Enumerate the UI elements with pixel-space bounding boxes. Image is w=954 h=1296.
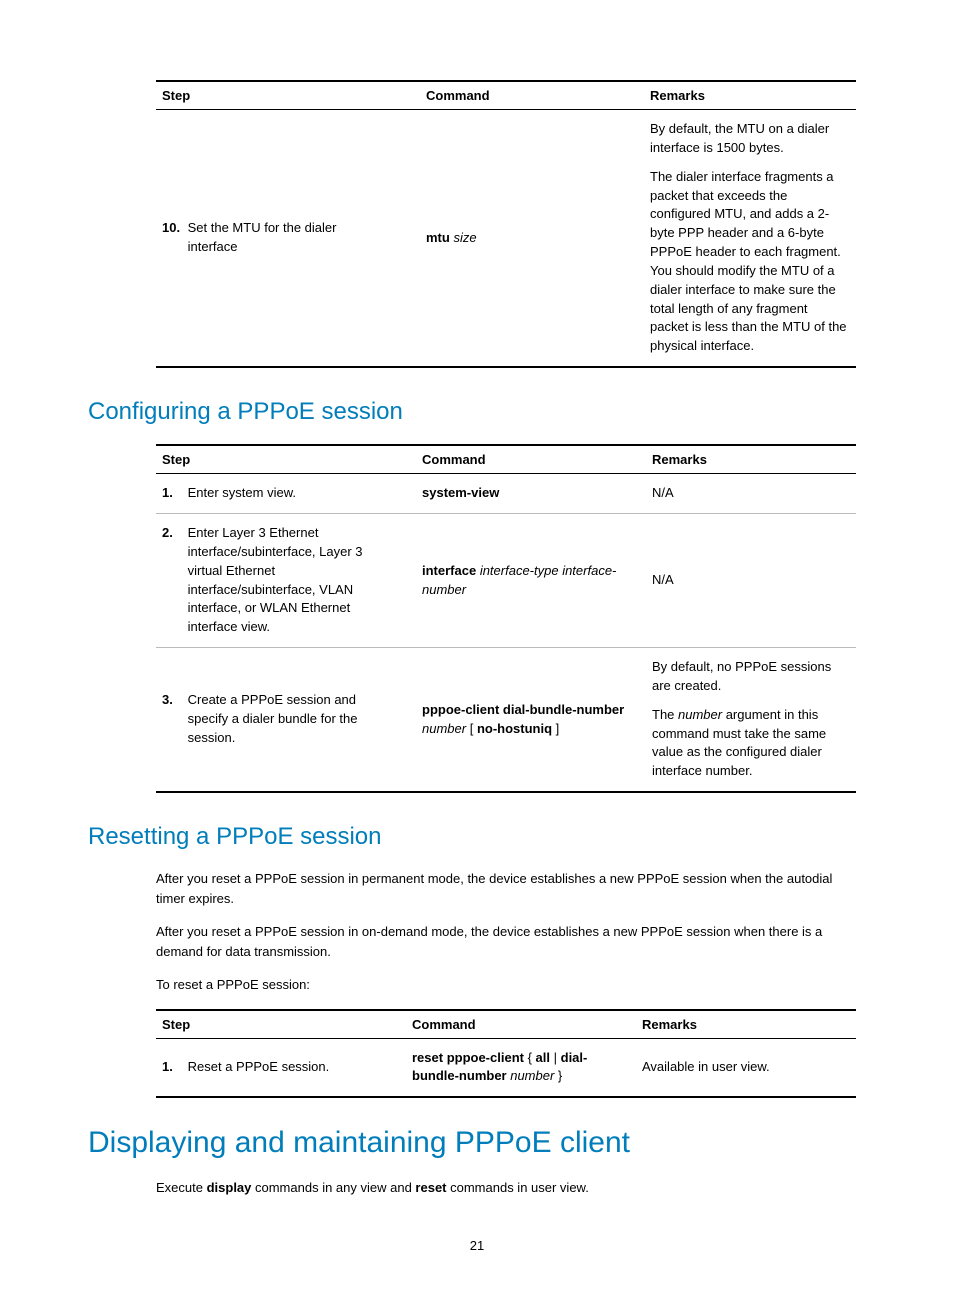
paragraph: Execute display commands in any view and… xyxy=(156,1178,856,1198)
page-number: 21 xyxy=(88,1238,866,1253)
table-row: 10. Set the MTU for the dialer interface… xyxy=(156,110,856,368)
paragraph: After you reset a PPPoE session in on-de… xyxy=(156,922,856,961)
th-step: Step xyxy=(156,81,420,110)
cmd-keyword: interface xyxy=(422,563,476,578)
remark-text: The number argument in this command must… xyxy=(652,706,848,781)
th-step: Step xyxy=(156,1010,406,1039)
table-row: 3. Create a PPPoE session and specify a … xyxy=(156,648,856,793)
cmd-plain: ] xyxy=(552,721,559,736)
cmd-arg: size xyxy=(450,230,477,245)
th-remarks: Remarks xyxy=(636,1010,856,1039)
step-text: Enter system view. xyxy=(188,484,296,503)
cmd-arg: number xyxy=(422,721,470,736)
th-remarks: Remarks xyxy=(646,445,856,474)
configure-session-table: Step Command Remarks 1. Enter system vie… xyxy=(156,444,856,793)
step-text: Reset a PPPoE session. xyxy=(188,1058,330,1077)
section-heading-displaying: Displaying and maintaining PPPoE client xyxy=(88,1126,866,1160)
mtu-table: Step Command Remarks 10. Set the MTU for… xyxy=(156,80,856,368)
cmd-plain: | xyxy=(550,1050,561,1065)
section-heading-configuring: Configuring a PPPoE session xyxy=(88,398,866,426)
step-text: Enter Layer 3 Ethernet interface/subinte… xyxy=(188,524,398,637)
reset-session-table: Step Command Remarks 1. Reset a PPPoE se… xyxy=(156,1009,856,1099)
table-row: 1. Enter system view. system-view N/A xyxy=(156,474,856,514)
cmd-keyword: pppoe-client dial-bundle-number xyxy=(422,702,624,717)
cmd-plain: [ xyxy=(470,721,477,736)
cmd-plain: { xyxy=(524,1050,536,1065)
cmd-keyword: all xyxy=(536,1050,550,1065)
cmd-arg: number xyxy=(507,1068,555,1083)
step-number: 10. xyxy=(162,219,184,238)
table-row: 1. Reset a PPPoE session. reset pppoe-cl… xyxy=(156,1038,856,1097)
th-step: Step xyxy=(156,445,416,474)
paragraph: To reset a PPPoE session: xyxy=(156,975,856,995)
remark-text: N/A xyxy=(646,513,856,647)
remark-text: By default, no PPPoE sessions are create… xyxy=(652,658,848,696)
step-number: 2. xyxy=(162,524,184,543)
remark-text: The dialer interface fragments a packet … xyxy=(650,168,848,356)
cmd-keyword: no-hostuniq xyxy=(477,721,552,736)
th-command: Command xyxy=(406,1010,636,1039)
remark-text: Available in user view. xyxy=(636,1038,856,1097)
remark-text: N/A xyxy=(646,474,856,514)
cmd-keyword: system-view xyxy=(422,485,499,500)
cmd-keyword: mtu xyxy=(426,230,450,245)
section-heading-resetting: Resetting a PPPoE session xyxy=(88,823,866,851)
cmd-plain: } xyxy=(554,1068,562,1083)
paragraph: After you reset a PPPoE session in perma… xyxy=(156,869,856,908)
th-command: Command xyxy=(416,445,646,474)
step-text: Set the MTU for the dialer interface xyxy=(188,219,368,257)
cmd-keyword: reset pppoe-client xyxy=(412,1050,524,1065)
step-text: Create a PPPoE session and specify a dia… xyxy=(188,691,398,748)
th-remarks: Remarks xyxy=(644,81,856,110)
th-command: Command xyxy=(420,81,644,110)
step-number: 3. xyxy=(162,691,184,710)
table-row: 2. Enter Layer 3 Ethernet interface/subi… xyxy=(156,513,856,647)
remark-text: By default, the MTU on a dialer interfac… xyxy=(650,120,848,158)
step-number: 1. xyxy=(162,1058,184,1077)
step-number: 1. xyxy=(162,484,184,503)
